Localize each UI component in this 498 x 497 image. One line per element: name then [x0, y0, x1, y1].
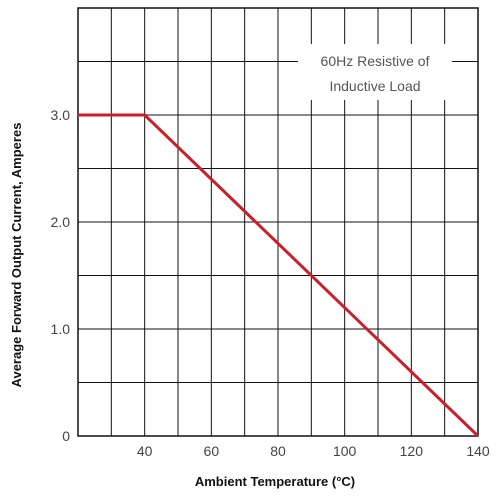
annotation: 60Hz Resistive of Inductive Load [298, 44, 452, 100]
x-axis-title: Ambient Temperature (°C) [195, 474, 355, 489]
series-line [78, 113, 480, 438]
x-tick-label: 40 [137, 443, 153, 459]
y-axis-title: Average Forward Output Current, Amperes [9, 123, 24, 388]
y-tick-labels: 0 1.0 2.0 3.0 [51, 107, 71, 444]
x-tick-labels: 40 60 80 100 120 140 [137, 443, 490, 459]
x-tick-label: 80 [270, 443, 286, 459]
x-tick-label: 140 [466, 443, 490, 459]
y-tick-label: 3.0 [51, 107, 71, 123]
annotation-background [298, 44, 452, 100]
plot-frame [77, 7, 479, 437]
annotation-line-2: Inductive Load [329, 78, 420, 94]
y-tick-label: 1.0 [51, 321, 71, 337]
x-tick-label: 60 [204, 443, 220, 459]
x-tick-label: 120 [400, 443, 424, 459]
annotation-line-1: 60Hz Resistive of [321, 53, 430, 69]
y-tick-label: 0 [62, 428, 70, 444]
x-tick-label: 100 [333, 443, 357, 459]
y-tick-label: 2.0 [51, 214, 71, 230]
